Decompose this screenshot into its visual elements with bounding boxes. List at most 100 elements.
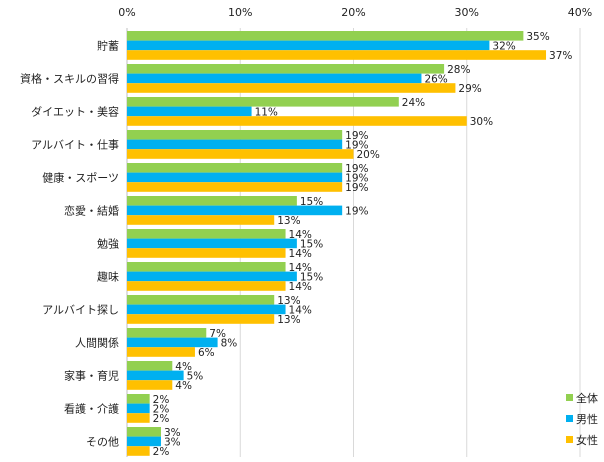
category-label: 健康・スポーツ bbox=[42, 170, 119, 184]
bar-全体-恋愛・結婚 bbox=[127, 196, 297, 206]
bar-女性-趣味 bbox=[127, 281, 286, 291]
bar-男性-その他 bbox=[127, 436, 161, 447]
bar-女性-アルバイト探し bbox=[127, 314, 275, 324]
bar-全体-勉強 bbox=[127, 229, 286, 239]
bar-全体-貯蓄 bbox=[127, 31, 524, 41]
data-label: 13% bbox=[277, 314, 300, 326]
data-label: 35% bbox=[526, 31, 549, 43]
category-label: 人間関係 bbox=[75, 336, 119, 349]
bar-女性-勉強 bbox=[127, 248, 286, 258]
data-label: 37% bbox=[549, 50, 572, 62]
data-label: 3% bbox=[164, 427, 181, 439]
data-label: 28% bbox=[447, 64, 470, 76]
bar-全体-人間関係 bbox=[127, 328, 207, 338]
data-label: 14% bbox=[289, 248, 312, 260]
data-label: 11% bbox=[255, 106, 278, 118]
data-label: 24% bbox=[402, 97, 425, 109]
category-label: 看護・介護 bbox=[64, 401, 119, 415]
bar-全体-趣味 bbox=[127, 262, 286, 272]
data-label: 19% bbox=[345, 205, 368, 217]
category-label: その他 bbox=[86, 435, 119, 448]
data-label: 19% bbox=[345, 130, 368, 142]
data-label: 14% bbox=[289, 229, 312, 241]
bar-全体-健康・スポーツ bbox=[127, 163, 343, 173]
bar-女性-ダイエット・美容 bbox=[127, 116, 467, 126]
bar-女性-資格・スキルの習得 bbox=[127, 83, 456, 93]
x-tick-label: 40% bbox=[568, 6, 592, 19]
data-label: 19% bbox=[345, 139, 368, 151]
bar-女性-家事・育児 bbox=[127, 380, 173, 390]
data-label: 5% bbox=[187, 370, 204, 382]
data-label: 19% bbox=[345, 163, 368, 175]
data-label: 14% bbox=[289, 281, 312, 293]
data-label: 32% bbox=[492, 40, 515, 52]
data-label: 14% bbox=[289, 262, 312, 274]
bar-男性-趣味 bbox=[127, 271, 297, 282]
category-label: 家事・育児 bbox=[64, 368, 119, 382]
bars bbox=[127, 31, 547, 456]
bar-全体-ダイエット・美容 bbox=[127, 97, 399, 107]
category-label: 資格・スキルの習得 bbox=[20, 71, 119, 85]
bar-全体-家事・育児 bbox=[127, 361, 173, 371]
data-label: 19% bbox=[345, 182, 368, 194]
bar-男性-家事・育児 bbox=[127, 370, 184, 381]
bar-男性-人間関係 bbox=[127, 337, 218, 348]
data-label: 4% bbox=[175, 361, 192, 373]
bar-男性-健康・スポーツ bbox=[127, 172, 343, 183]
bar-全体-看護・介護 bbox=[127, 394, 150, 404]
data-label: 2% bbox=[153, 403, 170, 415]
bar-男性-アルバイト探し bbox=[127, 304, 286, 315]
data-label: 4% bbox=[175, 380, 192, 392]
category-label: 勉強 bbox=[97, 236, 119, 250]
x-tick-label: 0% bbox=[118, 6, 135, 19]
x-tick-label: 20% bbox=[341, 6, 365, 19]
data-label: 20% bbox=[357, 149, 380, 161]
data-label: 15% bbox=[300, 238, 323, 250]
legend-swatch bbox=[566, 394, 573, 401]
category-labels: 貯蓄資格・スキルの習得ダイエット・美容アルバイト・仕事健康・スポーツ恋愛・結婚勉… bbox=[20, 39, 119, 448]
bar-女性-貯蓄 bbox=[127, 50, 547, 60]
bar-全体-アルバイト探し bbox=[127, 295, 275, 305]
x-tick-label: 10% bbox=[228, 6, 252, 19]
data-label: 2% bbox=[153, 413, 170, 425]
data-label: 15% bbox=[300, 196, 323, 208]
data-label: 30% bbox=[470, 116, 493, 128]
data-label: 14% bbox=[289, 304, 312, 316]
bar-男性-看護・介護 bbox=[127, 403, 150, 414]
category-label: ダイエット・美容 bbox=[31, 104, 119, 118]
legend-swatch bbox=[566, 415, 573, 422]
x-axis-ticks: 0% 10% 20% 30% 40% bbox=[118, 6, 592, 19]
legend-label: 全体 bbox=[576, 391, 598, 405]
category-label: 趣味 bbox=[97, 269, 119, 283]
data-label: 26% bbox=[424, 73, 447, 85]
data-labels: 35%32%37%28%26%29%24%11%30%19%19%20%19%1… bbox=[153, 31, 573, 458]
x-tick-label: 30% bbox=[455, 6, 479, 19]
bar-全体-アルバイト・仕事 bbox=[127, 130, 343, 140]
data-label: 6% bbox=[198, 347, 215, 359]
bar-女性-健康・スポーツ bbox=[127, 182, 343, 192]
data-label: 29% bbox=[458, 83, 481, 95]
legend-label: 男性 bbox=[576, 412, 598, 426]
bar-男性-アルバイト・仕事 bbox=[127, 139, 343, 150]
bar-全体-その他 bbox=[127, 427, 161, 437]
data-label: 3% bbox=[164, 436, 181, 448]
bar-女性-人間関係 bbox=[127, 347, 195, 357]
bar-男性-貯蓄 bbox=[127, 40, 490, 51]
data-label: 13% bbox=[277, 295, 300, 307]
bar-男性-恋愛・結婚 bbox=[127, 205, 343, 216]
category-label: アルバイト・仕事 bbox=[31, 138, 119, 151]
bar-男性-勉強 bbox=[127, 238, 297, 249]
data-label: 2% bbox=[153, 446, 170, 458]
category-label: 貯蓄 bbox=[97, 39, 119, 52]
data-label: 13% bbox=[277, 215, 300, 227]
data-label: 7% bbox=[209, 328, 226, 340]
data-label: 2% bbox=[153, 394, 170, 406]
bar-女性-看護・介護 bbox=[127, 413, 150, 423]
legend-label: 女性 bbox=[576, 433, 598, 447]
bar-男性-資格・スキルの習得 bbox=[127, 73, 422, 84]
category-label: 恋愛・結婚 bbox=[64, 203, 119, 217]
data-label: 8% bbox=[221, 337, 238, 349]
bar-男性-ダイエット・美容 bbox=[127, 106, 252, 117]
